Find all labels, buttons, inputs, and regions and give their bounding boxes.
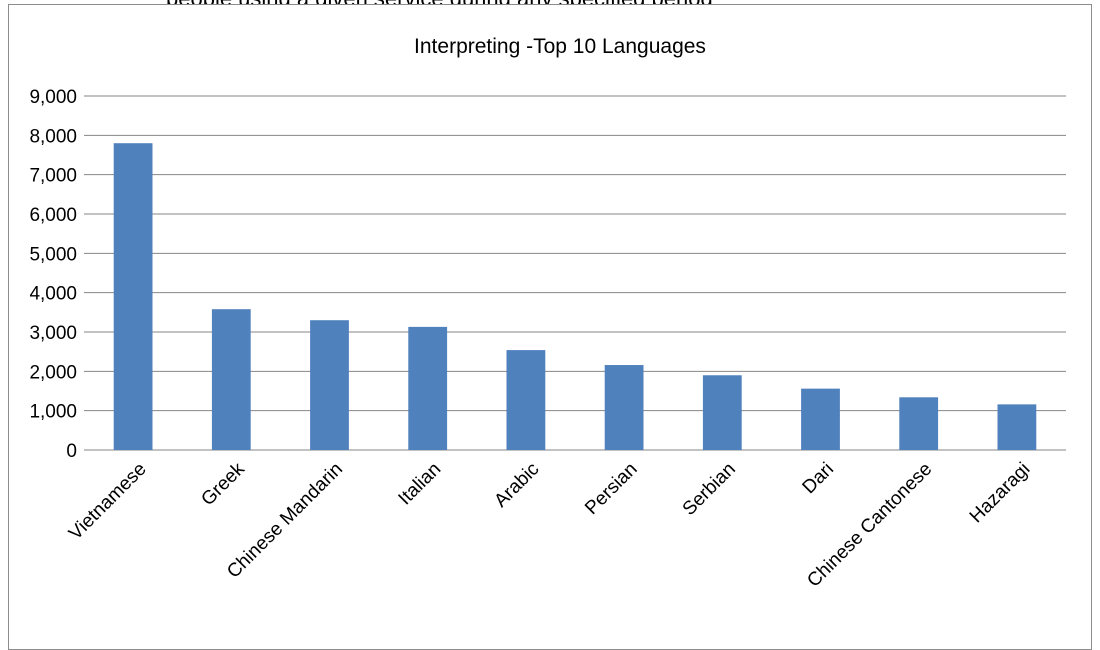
y-tick-label: 7,000 xyxy=(29,166,77,187)
x-tick-label: Italian xyxy=(395,459,446,510)
bar xyxy=(408,326,448,450)
x-tick-label: Vietnamese xyxy=(65,459,151,545)
y-tick-label: 0 xyxy=(66,441,77,462)
y-tick-label: 9,000 xyxy=(29,87,77,108)
x-tick-label: Arabic xyxy=(491,459,544,512)
x-tick-label: Dari xyxy=(799,459,838,498)
bars xyxy=(113,143,1037,450)
bar xyxy=(801,388,840,450)
chart-title: Interpreting -Top 10 Languages xyxy=(414,35,706,58)
y-tick-label: 1,000 xyxy=(29,402,77,423)
x-tick-label: Persian xyxy=(581,459,641,519)
x-tick-label: Greek xyxy=(197,458,249,510)
x-tick-label: Serbian xyxy=(679,459,740,520)
y-tick-label: 3,000 xyxy=(29,323,77,344)
y-tick-label: 4,000 xyxy=(29,284,77,305)
bar xyxy=(997,404,1037,450)
y-tick-label: 2,000 xyxy=(29,362,77,383)
chart-frame xyxy=(8,4,1092,650)
y-tick-label: 8,000 xyxy=(29,126,77,147)
y-tick-label: 5,000 xyxy=(29,244,77,265)
bar xyxy=(604,365,644,450)
x-tick-label: Hazaragi xyxy=(966,459,1035,528)
bar xyxy=(211,309,251,450)
y-tick-label: 6,000 xyxy=(29,205,77,226)
bar xyxy=(310,320,349,450)
bar xyxy=(506,350,546,450)
bar xyxy=(113,143,153,450)
bar xyxy=(702,375,742,450)
y-axis-ticks: 0 1,000 2,000 3,000 4,000 5,000 6,000 7,000 8,00… xyxy=(29,87,77,462)
bar xyxy=(899,397,939,450)
